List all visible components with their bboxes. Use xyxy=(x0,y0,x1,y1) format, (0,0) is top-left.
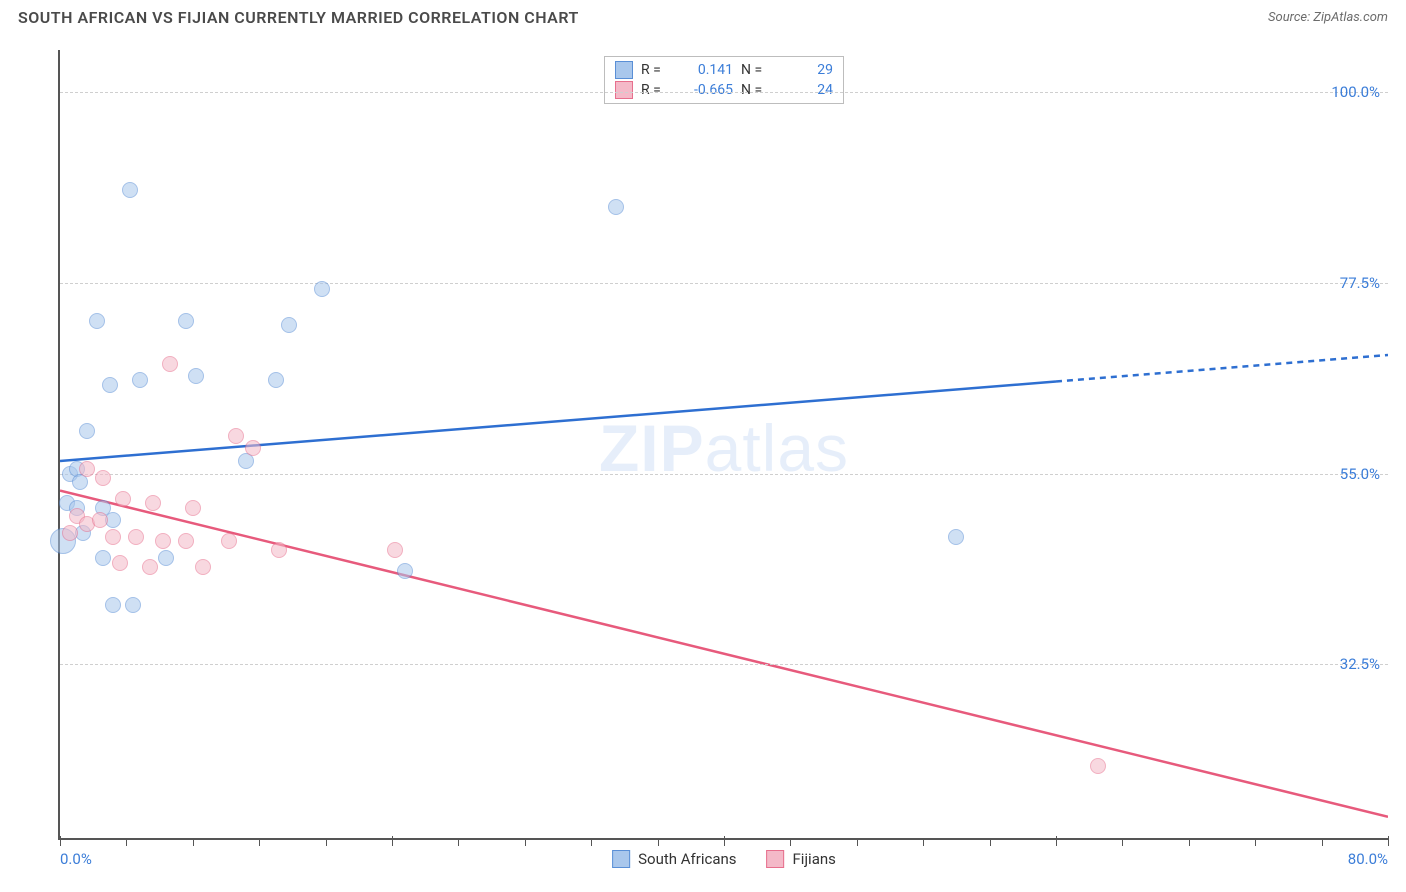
legend-item: South Africans xyxy=(612,850,736,868)
data-point xyxy=(608,199,624,215)
x-tick xyxy=(1122,840,1123,846)
data-point xyxy=(122,182,138,198)
x-tick xyxy=(857,840,858,846)
data-point xyxy=(145,495,161,511)
x-tick xyxy=(658,840,659,846)
data-point xyxy=(245,440,261,456)
legend-row: R = 0.141 N = 29 xyxy=(615,61,833,79)
x-tick xyxy=(990,840,991,846)
gridline xyxy=(60,474,1388,475)
x-tick xyxy=(193,840,194,846)
legend-n-value: 29 xyxy=(777,62,833,78)
data-point xyxy=(185,500,201,516)
data-point xyxy=(95,470,111,486)
x-tick xyxy=(923,840,924,846)
data-point xyxy=(268,372,284,388)
data-point xyxy=(948,529,964,545)
legend-label: South Africans xyxy=(638,850,736,868)
x-tick-label: 80.0% xyxy=(1348,850,1388,868)
gridline xyxy=(60,664,1388,665)
series-legend: South Africans Fijians xyxy=(612,850,836,868)
data-point xyxy=(228,428,244,444)
x-tick xyxy=(724,836,725,846)
legend-label: Fijians xyxy=(793,850,836,868)
gridline xyxy=(60,283,1388,284)
x-tick xyxy=(1255,840,1256,846)
legend-n-label: N = xyxy=(741,62,769,78)
data-point xyxy=(188,368,204,384)
y-tick-label: 55.0% xyxy=(1340,465,1380,483)
legend-swatch xyxy=(612,850,630,868)
plot-area: ZIPatlas R =0.141N =29R =-0.665N =24 Sou… xyxy=(58,50,1388,840)
data-point xyxy=(1090,758,1106,774)
gridline xyxy=(60,92,1388,93)
x-tick xyxy=(392,836,393,846)
legend-n-value: 24 xyxy=(777,82,833,98)
x-tick xyxy=(1056,836,1057,846)
x-tick xyxy=(1322,840,1323,846)
data-point xyxy=(62,525,78,541)
x-tick xyxy=(458,840,459,846)
x-tick xyxy=(259,840,260,846)
data-point xyxy=(92,512,108,528)
data-point xyxy=(221,533,237,549)
data-point xyxy=(125,597,141,613)
data-point xyxy=(158,550,174,566)
legend-r-value: -0.665 xyxy=(677,82,733,98)
data-point xyxy=(397,563,413,579)
legend-r-value: 0.141 xyxy=(677,62,733,78)
data-point xyxy=(132,372,148,388)
data-point xyxy=(105,529,121,545)
data-point xyxy=(142,559,158,575)
legend-n-label: N = xyxy=(741,82,769,98)
y-tick-label: 100.0% xyxy=(1331,83,1380,101)
data-point xyxy=(155,533,171,549)
data-point xyxy=(79,461,95,477)
data-point xyxy=(115,491,131,507)
data-point xyxy=(79,423,95,439)
legend-r-label: R = xyxy=(641,82,669,98)
y-tick-label: 77.5% xyxy=(1340,274,1380,292)
legend-swatch xyxy=(767,850,785,868)
x-tick xyxy=(60,836,61,846)
legend-r-label: R = xyxy=(641,62,669,78)
x-tick-label: 0.0% xyxy=(60,850,92,868)
data-point xyxy=(271,542,287,558)
data-point xyxy=(178,533,194,549)
x-tick xyxy=(126,840,127,846)
legend-item: Fijians xyxy=(767,850,836,868)
x-tick xyxy=(1388,836,1389,846)
legend-swatch xyxy=(615,81,633,99)
x-tick xyxy=(790,840,791,846)
correlation-legend: R = 0.141 N = 29 R = -0.665 N = 24 xyxy=(604,56,844,104)
data-point xyxy=(112,555,128,571)
x-tick xyxy=(1189,840,1190,846)
data-point xyxy=(387,542,403,558)
y-tick-label: 32.5% xyxy=(1340,655,1380,673)
x-tick xyxy=(326,840,327,846)
data-point xyxy=(128,529,144,545)
chart-container: Currently Married ZIPatlas R =0.141N =29… xyxy=(18,40,1388,874)
x-tick xyxy=(591,840,592,846)
x-tick xyxy=(525,840,526,846)
data-point xyxy=(178,313,194,329)
legend-swatch xyxy=(615,61,633,79)
legend-row: R = -0.665 N = 24 xyxy=(615,81,833,99)
chart-title: SOUTH AFRICAN VS FIJIAN CURRENTLY MARRIE… xyxy=(18,8,579,27)
data-point xyxy=(162,356,178,372)
data-point xyxy=(95,550,111,566)
data-point xyxy=(89,313,105,329)
data-point xyxy=(105,597,121,613)
data-point xyxy=(281,317,297,333)
data-point xyxy=(102,377,118,393)
chart-source: Source: ZipAtlas.com xyxy=(1268,10,1388,25)
data-point xyxy=(195,559,211,575)
data-point xyxy=(314,281,330,297)
